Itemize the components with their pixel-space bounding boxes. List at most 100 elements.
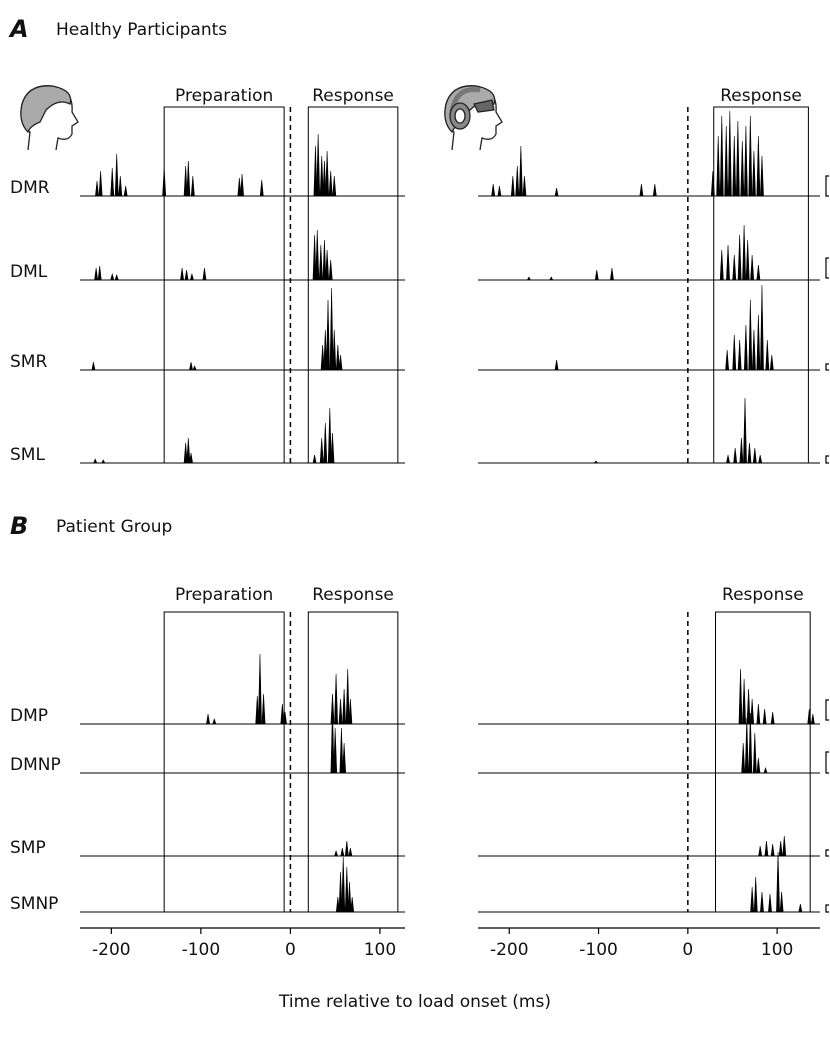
emg-spike — [206, 713, 210, 725]
region-label: Response — [312, 86, 394, 106]
emg-spike — [95, 180, 99, 197]
region-label: Response — [722, 585, 804, 605]
emg-spike — [748, 115, 753, 197]
emg-spike — [744, 717, 749, 774]
emg-spike — [515, 165, 520, 197]
emg-spike — [255, 695, 260, 725]
emg-spike — [183, 165, 188, 197]
emg-spike — [639, 183, 644, 197]
emg-spike — [338, 698, 343, 725]
region-box — [713, 106, 809, 464]
emg-spike — [737, 234, 742, 281]
row-label: SML — [10, 445, 45, 465]
emg-spike — [328, 170, 333, 197]
emg-spike — [325, 150, 330, 197]
emg-spike — [760, 891, 764, 913]
emg-spike — [769, 354, 774, 371]
emg-spike — [329, 287, 334, 371]
emg-spike — [593, 460, 599, 464]
emg-spike — [719, 249, 724, 281]
emg-spike — [594, 269, 599, 281]
emg-spike — [738, 668, 743, 725]
emg-spike — [798, 903, 803, 913]
emg-spike — [554, 359, 559, 371]
x-tick-label: 0 — [285, 940, 296, 960]
emg-spike — [344, 866, 349, 913]
emg-spike — [334, 673, 338, 725]
emg-spike — [727, 110, 732, 197]
head-icon-headphones — [444, 85, 503, 151]
emg-spike — [240, 173, 244, 197]
emg-spike — [342, 742, 347, 774]
emg-spike — [315, 229, 320, 281]
panel-title: Healthy Participants — [56, 20, 227, 40]
emg-spike — [756, 135, 761, 197]
emg-spike — [497, 185, 502, 197]
emg-spike — [732, 254, 737, 281]
emg-spike — [339, 727, 344, 774]
emg-spike — [725, 349, 730, 371]
emg-spike — [510, 175, 515, 197]
head-icon — [20, 85, 79, 151]
emg-spike — [110, 167, 115, 197]
emg-spike — [283, 711, 287, 725]
emg-spike — [743, 324, 748, 371]
emg-spike — [318, 244, 323, 281]
emg-spike — [726, 244, 730, 281]
emg-spike — [752, 150, 756, 197]
x-axis-label: Time relative to load onset (ms) — [278, 992, 551, 1012]
emg-spike — [342, 688, 347, 725]
region-label: Preparation — [175, 585, 273, 605]
emg-spike — [338, 871, 343, 913]
region-box — [307, 611, 399, 913]
emg-spike — [778, 840, 783, 857]
emg-spike — [322, 239, 327, 281]
emg-spike — [333, 727, 338, 774]
emg-spike — [758, 845, 763, 857]
emg-spike — [760, 284, 764, 371]
emg-spike — [323, 422, 328, 464]
emg-spike — [779, 891, 784, 913]
emg-spike — [554, 187, 559, 197]
emg-spike — [94, 267, 99, 281]
panel-letter: A — [8, 15, 29, 43]
emg-spike — [742, 678, 747, 725]
emg-spike — [183, 442, 188, 464]
emg-spike — [330, 707, 335, 774]
emg-spike — [312, 454, 317, 464]
x-tick-label: -100 — [182, 940, 221, 960]
emg-spike — [190, 175, 195, 197]
emg-spike — [319, 437, 324, 464]
emg-spike — [770, 843, 775, 857]
row-label: DMNP — [10, 755, 61, 775]
emg-spike — [259, 179, 264, 197]
emg-spike — [101, 459, 106, 464]
emg-spike — [162, 167, 167, 197]
region-label: Response — [312, 585, 394, 605]
emg-spike — [752, 732, 757, 774]
emg-spike — [316, 133, 321, 197]
emg-spike — [202, 267, 207, 281]
emg-spike — [118, 175, 123, 197]
emg-spike — [518, 145, 523, 197]
row-label: SMR — [10, 352, 47, 372]
emg-spike — [97, 265, 102, 281]
emg-spike — [341, 856, 346, 913]
emg-spike — [735, 120, 740, 197]
emg-spike — [114, 153, 119, 197]
emg-spike — [348, 847, 353, 857]
region-label: Response — [720, 86, 802, 106]
emg-spike — [261, 693, 266, 725]
emg-spike — [742, 224, 747, 281]
emg-spike — [526, 276, 531, 281]
emg-spike — [732, 135, 737, 197]
emg-spike — [344, 840, 349, 857]
emg-spike — [765, 339, 770, 371]
row-label: DMR — [10, 178, 50, 198]
emg-spike — [752, 329, 756, 371]
emg-spike — [328, 259, 333, 281]
region-box — [163, 106, 285, 464]
scale-bar — [825, 175, 829, 913]
emg-spike — [756, 314, 761, 371]
